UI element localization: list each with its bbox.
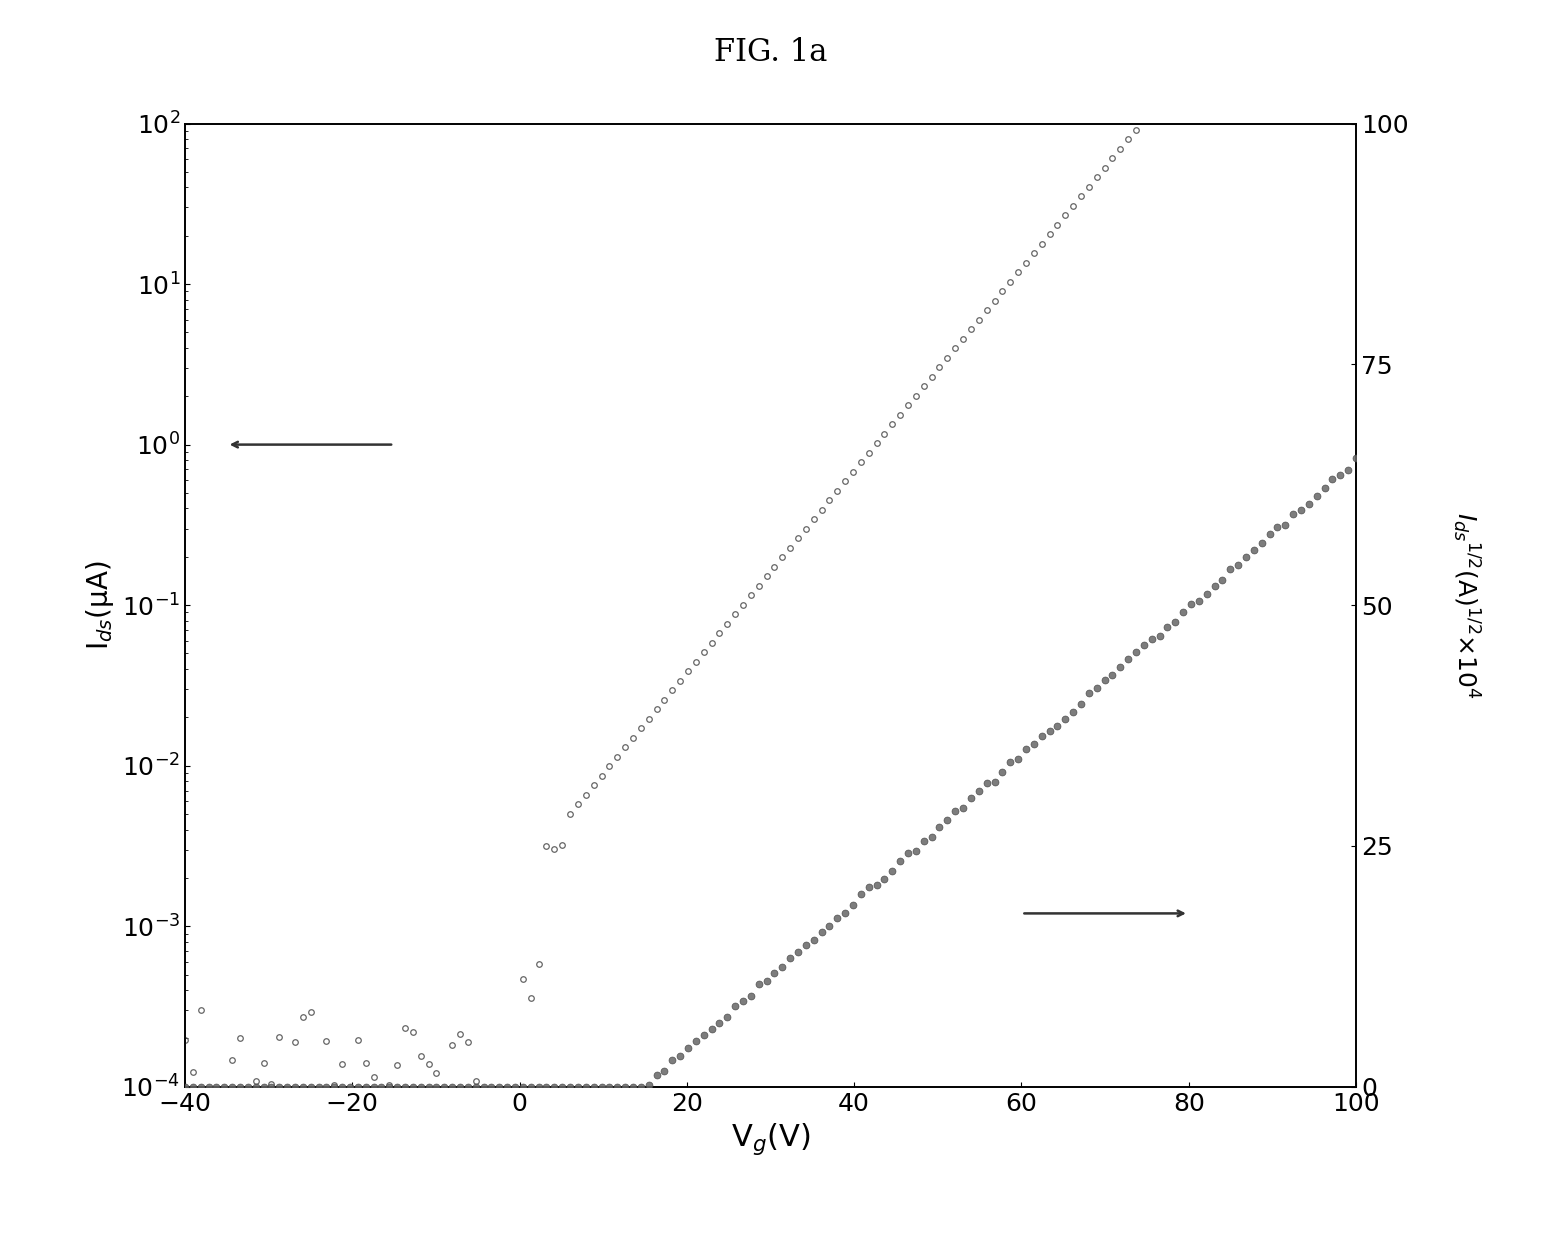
Y-axis label: $I_{ds}$$^{1/2}$(A)$^{1/2}$×10$^4$: $I_{ds}$$^{1/2}$(A)$^{1/2}$×10$^4$ [1450,511,1481,699]
X-axis label: V$_g$(V): V$_g$(V) [730,1121,811,1157]
Text: FIG. 1a: FIG. 1a [713,37,828,68]
Y-axis label: I$_{ds}$(μA): I$_{ds}$(μA) [83,561,116,650]
